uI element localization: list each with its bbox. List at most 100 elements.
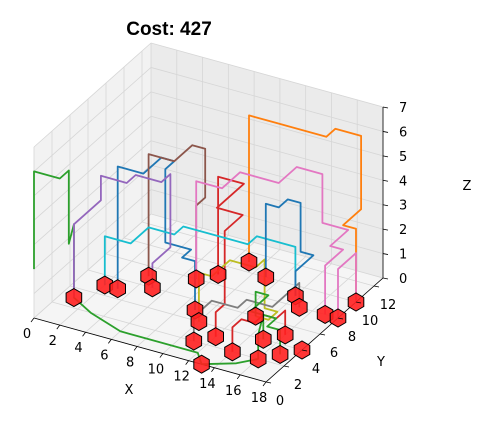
series-path-9 [73, 173, 172, 298]
chart-title: Cost: 427 [126, 19, 212, 40]
x-tick-mark [262, 381, 267, 387]
x-tick-mark [185, 360, 189, 365]
z-tick-mark [382, 277, 389, 280]
z-tick-mark [382, 204, 389, 207]
y-tick-label: 12 [380, 298, 397, 313]
series-path-7 [197, 258, 279, 322]
x-axis-line [33, 317, 267, 383]
z-tick-mark [382, 253, 389, 255]
x-tick-label: 4 [74, 341, 82, 356]
pin-marker [190, 312, 208, 332]
grid-y-floor [87, 269, 321, 335]
x-tick-label: 14 [199, 377, 216, 392]
grid-z-back [150, 189, 384, 254]
grid-z-back [150, 164, 384, 230]
y-tick-label: 6 [330, 346, 338, 361]
z-tick-label: 6 [399, 125, 407, 140]
grid-z-back [150, 115, 384, 181]
x-tick-label: 18 [251, 391, 268, 406]
grid-y-floor [123, 237, 357, 303]
x-tick-label: 2 [49, 334, 57, 349]
y-tick-label: 8 [348, 330, 356, 345]
z-tick-label: 7 [399, 101, 407, 116]
x-tick-mark [82, 331, 86, 337]
pane-left [34, 43, 151, 318]
z-tick-label: 5 [399, 150, 407, 165]
x-axis-label: X [125, 383, 134, 398]
grid-z-left [33, 42, 152, 148]
series-path-8 [103, 225, 297, 296]
z-tick-mark [382, 155, 389, 158]
x-tick-label: 6 [100, 348, 108, 363]
pin-marker [276, 325, 294, 345]
pin-marker [316, 304, 334, 324]
grid-z-left [33, 213, 152, 319]
y-tick-mark [301, 349, 308, 352]
z-axis-label: Z [463, 179, 472, 194]
z-tick-label: 0 [399, 272, 407, 287]
x-tick-mark [236, 374, 241, 380]
z-tick-mark [382, 179, 389, 182]
x-tick-mark [56, 324, 61, 330]
x-tick-mark [159, 353, 164, 358]
y-tick-mark [283, 365, 290, 368]
series-path-14 [337, 252, 357, 318]
pin-marker [240, 252, 258, 272]
z-tick-label: 4 [399, 174, 407, 189]
x-tick-label: 10 [148, 363, 165, 378]
x-tick-mark [133, 346, 138, 351]
grid-x-floor [111, 235, 229, 340]
y-tick-mark [355, 301, 362, 304]
y-tick-mark [373, 285, 380, 288]
grid-z-back [150, 213, 384, 279]
x-tick-label: 0 [23, 327, 31, 342]
grid-lines [33, 42, 384, 383]
z-tick-label: 1 [399, 248, 407, 263]
z-tick-label: 3 [399, 199, 407, 214]
pin-marker [185, 331, 203, 351]
y-tick-mark [337, 317, 344, 320]
z-tick-mark [382, 106, 389, 109]
series-path-6 [195, 166, 350, 315]
pin-marker [224, 342, 241, 362]
grid-z-back [150, 67, 384, 132]
x-tick-mark [30, 317, 35, 323]
x-tick-label: 12 [173, 370, 190, 385]
z-tick-mark [382, 131, 389, 133]
grid-z-back [150, 42, 384, 108]
pin-marker [257, 267, 275, 287]
pin-marker [255, 329, 272, 349]
x-tick-mark [108, 339, 112, 344]
y-tick-label: 4 [312, 362, 320, 377]
pin-marker [193, 354, 210, 374]
pin-marker [96, 275, 114, 295]
grid-z-back [150, 140, 384, 206]
grid-y-floor [141, 221, 375, 287]
pin-marker [291, 297, 308, 317]
x-tick-label: 16 [225, 384, 242, 399]
grid-z-left [33, 115, 152, 221]
y-tick-label: 10 [362, 314, 379, 329]
pin-marker [271, 344, 289, 364]
series-path-4 [248, 114, 363, 302]
pin-marker [187, 269, 205, 289]
y-axis-label: Y [376, 355, 385, 370]
y-axis-line [265, 277, 384, 383]
pin-marker [247, 306, 264, 326]
grid-z-left [33, 189, 152, 294]
y-tick-mark [319, 333, 326, 336]
x-tick-mark [211, 367, 215, 373]
z-tick-mark [382, 228, 389, 231]
grid-z-left [33, 91, 152, 197]
grid-z-left [33, 67, 152, 172]
grid-z-left [33, 140, 152, 246]
grid-x-floor [162, 249, 281, 354]
pin-marker [109, 279, 126, 299]
pin-marker [65, 288, 83, 308]
grid-z-back [150, 91, 384, 157]
y-tick-label: 0 [276, 394, 284, 409]
pin-marker [209, 264, 227, 284]
grid-z-left [33, 164, 152, 270]
